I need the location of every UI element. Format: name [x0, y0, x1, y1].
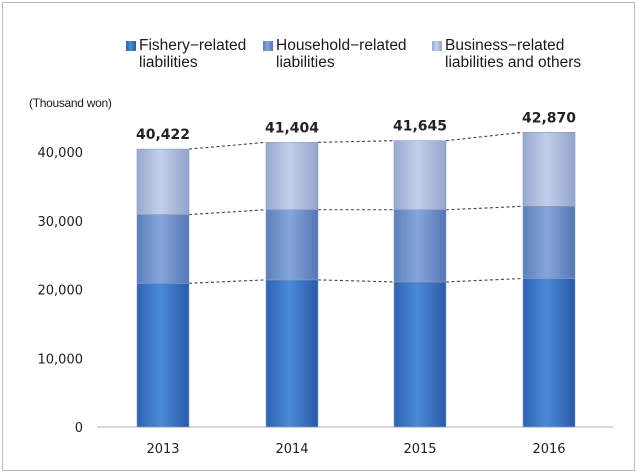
y-tick-label: 0: [75, 421, 83, 436]
connector-line: [188, 279, 267, 284]
legend-label-business-line1: Business−related: [445, 37, 564, 54]
y-tick-label: 30,000: [38, 215, 84, 230]
connector-line: [188, 209, 267, 216]
bars: [136, 131, 576, 428]
y-tick-label: 20,000: [38, 284, 84, 299]
legend: Fishery−related liabilities Household−re…: [126, 37, 581, 71]
bar-segment-business-2013: [136, 148, 190, 215]
total-labels: 40,422 41,404 41,645 42,870: [136, 110, 576, 143]
bar-segment-business-2015: [393, 140, 447, 211]
connector-line: [188, 141, 267, 150]
y-axis-ticks: 0 10,000 20,000 30,000 40,000: [38, 146, 84, 436]
bar-segment-business-2014: [265, 142, 319, 211]
bar-segment-household-2014: [265, 209, 319, 281]
bar-segment-household-2013: [136, 214, 190, 284]
total-label-2013: 40,422: [136, 127, 190, 143]
bar-segment-household-2016: [522, 206, 576, 279]
connector-line: [317, 279, 395, 283]
x-tick-label-2013: 2013: [146, 442, 179, 457]
connector-line: [317, 140, 395, 143]
x-tick-label-2016: 2016: [532, 442, 565, 457]
legend-label-fishery-line2: liabilities: [139, 54, 198, 71]
legend-swatch-household: [263, 41, 273, 51]
connector-line: [445, 131, 524, 142]
x-tick-label-2015: 2015: [403, 442, 436, 457]
connector-line: [445, 205, 524, 211]
legend-item-household: Household−related liabilities: [263, 37, 407, 71]
legend-item-business: Business−related liabilities and others: [432, 37, 581, 71]
legend-swatch-fishery: [126, 41, 136, 51]
legend-label-fishery-line1: Fishery−related: [139, 37, 246, 54]
legend-swatch-business: [432, 41, 442, 51]
legend-label-household-line2: liabilities: [276, 54, 335, 71]
bar-segment-fishery-2015: [393, 281, 447, 428]
category-labels: 2013 2014 2015 2016: [146, 442, 565, 457]
bar-segment-household-2015: [393, 209, 447, 283]
stacked-bar-chart: Fishery−related liabilities Household−re…: [29, 37, 613, 457]
legend-item-fishery: Fishery−related liabilities: [126, 37, 246, 71]
bar-segment-fishery-2013: [136, 283, 190, 428]
connector-lines: [188, 131, 524, 284]
bar-segment-fishery-2014: [265, 279, 319, 428]
y-unit-label: (Thousand won): [29, 96, 112, 110]
y-tick-label: 10,000: [38, 352, 84, 367]
total-label-2015: 41,645: [393, 119, 447, 135]
y-tick-label: 40,000: [38, 146, 84, 161]
legend-label-business-line2: liabilities and others: [445, 54, 581, 71]
bar-segment-business-2016: [522, 131, 576, 207]
chart-frame: Fishery−related liabilities Household−re…: [2, 2, 635, 471]
bar-segment-fishery-2016: [522, 278, 576, 428]
x-tick-label-2014: 2014: [275, 442, 308, 457]
connector-line: [445, 277, 524, 283]
legend-label-household-line1: Household−related: [276, 37, 407, 54]
total-label-2014: 41,404: [265, 120, 319, 136]
total-label-2016: 42,870: [522, 110, 576, 126]
